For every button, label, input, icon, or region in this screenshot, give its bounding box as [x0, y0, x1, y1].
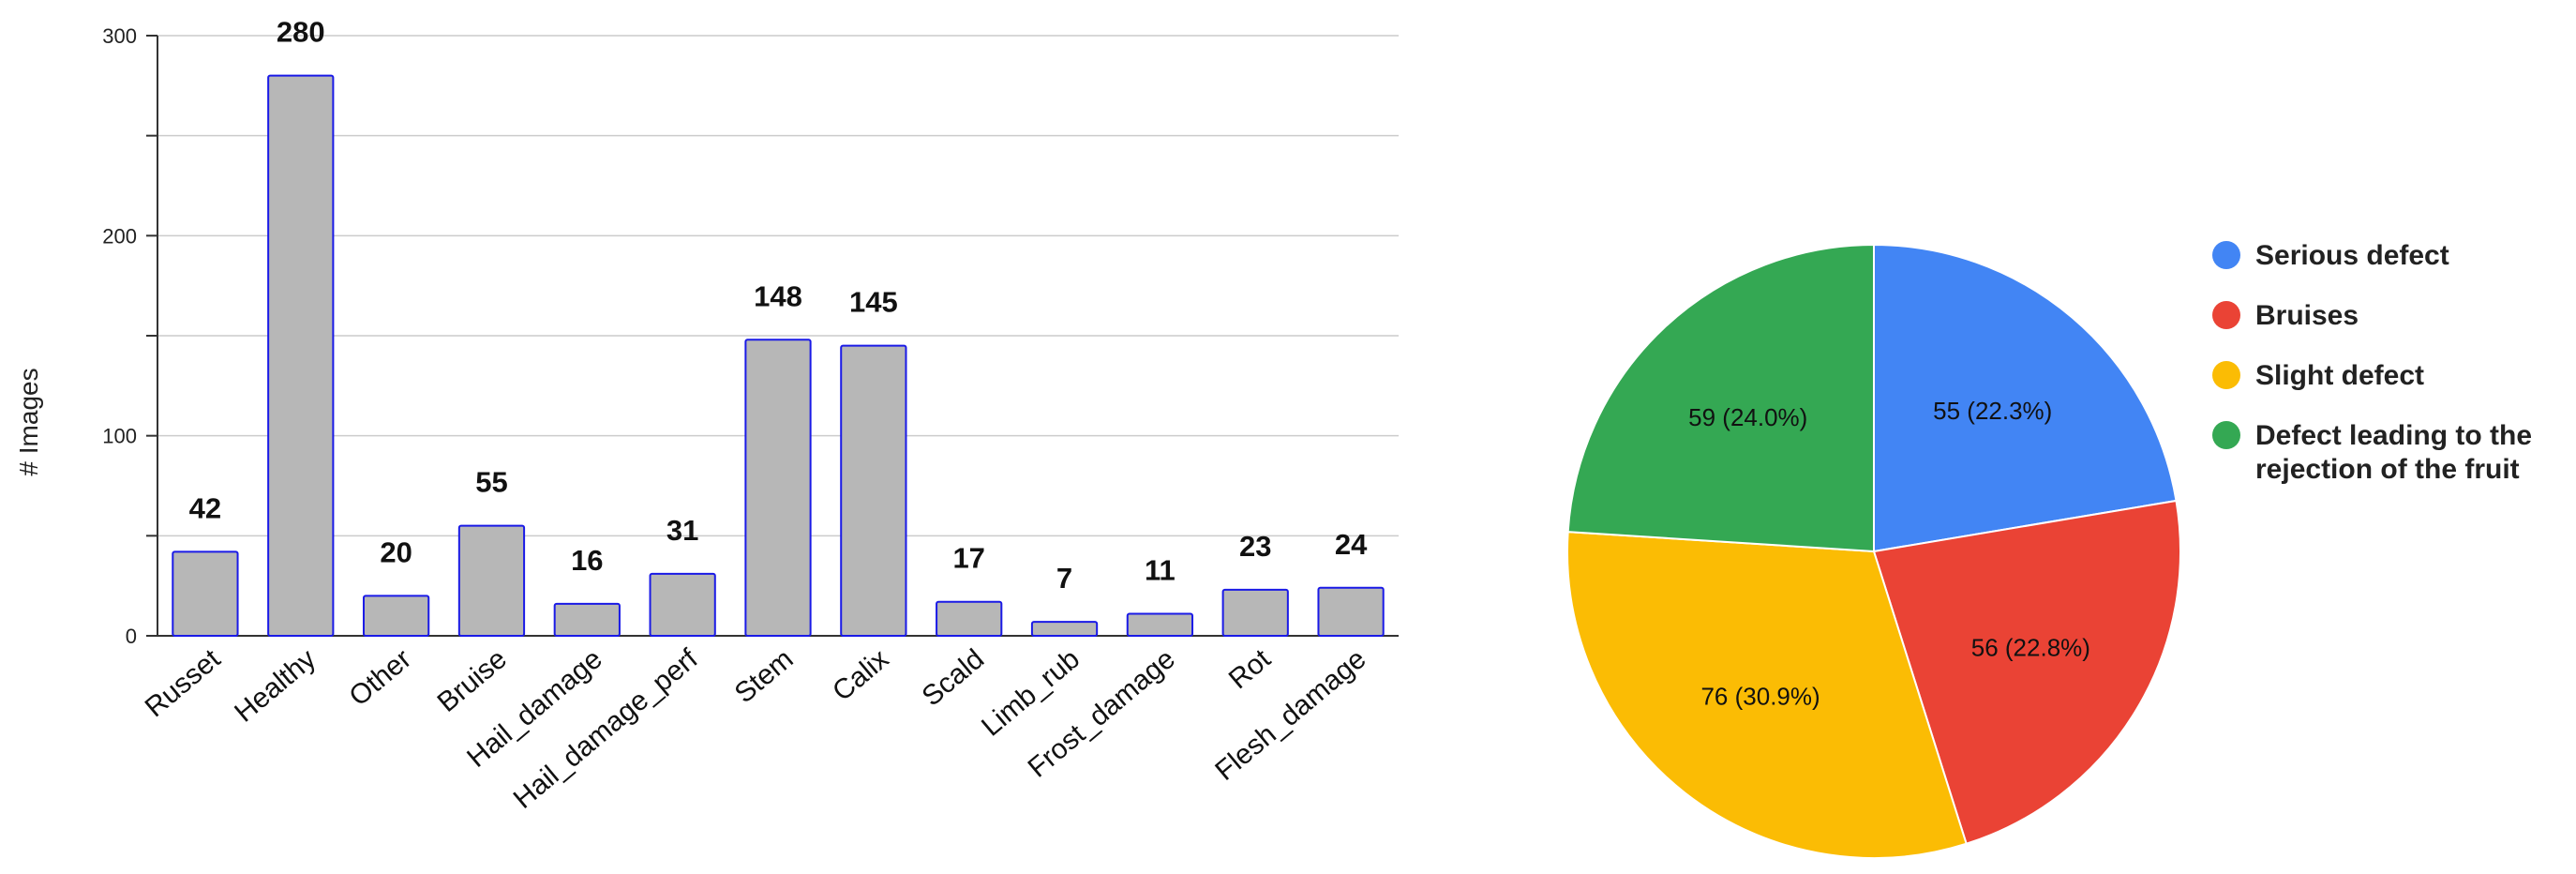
bar-scald	[936, 600, 1003, 638]
bar-other	[362, 595, 430, 637]
bar-hail-damage	[553, 602, 621, 637]
bar-healthy	[267, 74, 335, 637]
pie-slice-label: 56 (22.8%)	[1971, 633, 2090, 661]
legend-item-rejection-defect: Defect leading to the rejection of the f…	[2212, 419, 2569, 487]
bar-chart: 42 280 20 55 16 31 148 145 17 7 11 23 24 Russet Healt…	[14, 16, 1399, 815]
pie-slice-bruises	[1872, 499, 2181, 846]
legend-label: Slight defect	[2255, 360, 2425, 391]
legend-item-serious-defect: Serious defect	[2212, 239, 2569, 273]
bar-data-label: 24	[1335, 528, 1368, 561]
bar-data-label: 31	[666, 514, 698, 547]
bar-data-label: 20	[380, 535, 412, 568]
y-tick-label: 100	[102, 425, 137, 448]
pie-slice-label: 76 (30.9%)	[1700, 683, 1820, 711]
bar-frost-damage	[1126, 612, 1194, 637]
bar-stem	[744, 339, 812, 637]
bar-data-label: 55	[475, 466, 507, 499]
pie-slice-defect-leading	[1566, 243, 1875, 553]
legend-swatch	[2212, 421, 2240, 449]
x-tick-label: Scald	[916, 643, 990, 713]
bar-russet	[172, 550, 239, 638]
bar-rot	[1221, 588, 1289, 638]
x-tick-label: Calix	[827, 643, 894, 707]
bar-data-label: 280	[277, 16, 325, 49]
bar-x-tick-labels: Russet Healthy Other BruiseHail_damageHail_…	[140, 643, 1372, 815]
pie-slices	[1566, 243, 2181, 859]
x-tick-label: Other	[343, 643, 417, 713]
bar-flesh-damage	[1317, 586, 1385, 637]
legend-item-slight-defect: Slight defect	[2212, 359, 2569, 393]
bar-calix	[840, 344, 907, 637]
x-tick-label: Russet	[140, 643, 227, 724]
bar-hail-damage-perf	[649, 572, 716, 637]
bar-gridlines	[157, 35, 1399, 537]
x-tick-label: Healthy	[229, 643, 322, 729]
pie-legend: Serious defect Bruises Slight defect Def…	[2212, 239, 2569, 513]
x-tick-label: Stem	[729, 643, 800, 709]
legend-label: Serious defect	[2255, 240, 2449, 271]
legend-label: Defect leading to the rejection of the f…	[2255, 420, 2533, 485]
pie-slice-label: 59 (24.0%)	[1688, 403, 1807, 431]
pie-slice-serious-defect	[1873, 243, 2178, 553]
bar-limb-rub	[1030, 621, 1099, 637]
bar-bruise	[457, 524, 526, 638]
bar-data-label: 145	[849, 286, 898, 319]
bar-series	[172, 74, 1385, 638]
legend-item-bruises: Bruises	[2212, 299, 2569, 333]
bar-data-label: 23	[1239, 530, 1271, 563]
bar-data-labels: 42 280 20 55 16 31 148 145 17 7 11 23 24	[189, 16, 1368, 595]
legend-swatch	[2212, 241, 2240, 269]
y-tick-label: 200	[102, 224, 137, 248]
y-tick-label: 0	[126, 625, 137, 648]
y-tick-label: 300	[102, 24, 137, 48]
legend-label: Bruises	[2255, 300, 2359, 331]
bar-data-label: 148	[754, 279, 802, 312]
pie-slice-labels: 55 (22.3%) 56 (22.8%) 76 (30.9%) 59 (24.0%)	[1688, 397, 2090, 710]
pie-slice-label: 55 (22.3%)	[1933, 397, 2052, 425]
bar-y-axis-label: # Images	[14, 368, 43, 475]
bar-data-label: 11	[1145, 554, 1176, 587]
pie-slice-slight-defect	[1566, 531, 1968, 859]
bar-data-label: 7	[1056, 562, 1072, 595]
bar-data-label: 17	[952, 542, 984, 575]
x-tick-label: Rot	[1223, 643, 1277, 696]
bar-y-tick-labels: 0 100 200 300	[102, 24, 137, 648]
bar-data-label: 16	[571, 544, 603, 577]
bar-data-label: 42	[189, 491, 221, 524]
legend-swatch	[2212, 361, 2240, 389]
x-tick-label: Bruise	[432, 643, 513, 718]
legend-swatch	[2212, 301, 2240, 329]
